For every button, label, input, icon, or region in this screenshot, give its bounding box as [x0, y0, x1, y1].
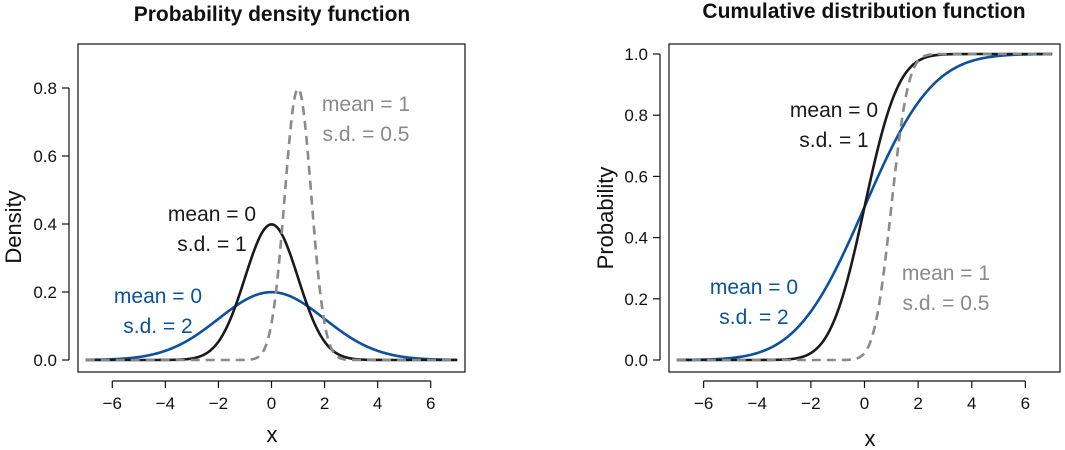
y-tick-label: 0.2 — [33, 283, 57, 302]
x-tick-label: 4 — [373, 394, 382, 413]
chart-panel-2: Cumulative distribution function −6 −4 −2 0 2… — [593, 0, 1061, 450]
annotation-label: mean = 0 — [114, 285, 202, 308]
annotation-label: mean = 0 — [168, 203, 256, 226]
x-tick-label: 2 — [913, 394, 922, 413]
y-tick-label: 0.4 — [624, 229, 648, 248]
y-tick-label: 1.0 — [624, 45, 648, 64]
plot-frame — [668, 43, 1061, 373]
x-axis-label: x — [267, 422, 278, 447]
series-line-mean-1-sd-0_5 — [676, 52, 1053, 362]
annotation-label: mean = 1 — [902, 262, 990, 285]
annotation-label: mean = 1 — [322, 93, 410, 116]
annotation-label: s.d. = 1 — [799, 129, 868, 152]
chart-title: Probability density function — [134, 3, 411, 26]
y-axis-label: Density — [1, 190, 26, 263]
y-axis-label: Probability — [593, 167, 618, 270]
x-tick-label: 0 — [267, 394, 276, 413]
x-tick-label: 6 — [426, 394, 435, 413]
x-tick-label: −6 — [103, 394, 122, 413]
x-axis-label: x — [865, 426, 876, 450]
x-tick-label: −4 — [748, 394, 767, 413]
x-tick-label: 6 — [1021, 394, 1030, 413]
annotation-label: s.d. = 2 — [123, 315, 192, 338]
x-tick-label: −2 — [209, 394, 228, 413]
annotation-label: s.d. = 2 — [719, 306, 788, 329]
y-tick-label: 0.0 — [624, 351, 648, 370]
y-tick-label: 0.8 — [33, 79, 57, 98]
x-tick-label: −4 — [156, 394, 175, 413]
annotation-label: s.d. = 0.5 — [903, 292, 990, 315]
x-tick-label: −2 — [801, 394, 820, 413]
y-tick-label: 0.8 — [624, 106, 648, 125]
chart-panel-1: Probability density function −6 −4 −2 0 2 4 6 0.… — [1, 3, 466, 447]
y-tick-label: 0.6 — [33, 147, 57, 166]
annotation-label: mean = 0 — [790, 99, 878, 122]
annotation-label: s.d. = 0.5 — [323, 123, 410, 146]
x-tick-label: −6 — [694, 394, 713, 413]
plot-frame — [77, 43, 466, 373]
series-line-mean-0-sd-2 — [85, 290, 458, 362]
y-tick-label: 0.0 — [33, 351, 57, 370]
y-tick-label: 0.6 — [624, 167, 648, 186]
x-tick-label: 0 — [860, 394, 869, 413]
annotation-label: mean = 0 — [710, 276, 798, 299]
series-line-mean-1-sd-0_5 — [85, 87, 458, 362]
y-tick-label: 0.2 — [624, 290, 648, 309]
y-tick-label: 0.4 — [33, 215, 57, 234]
x-tick-label: 2 — [320, 394, 329, 413]
annotation-label: s.d. = 1 — [177, 233, 246, 256]
chart-title: Cumulative distribution function — [702, 0, 1025, 23]
x-tick-label: 4 — [967, 394, 976, 413]
